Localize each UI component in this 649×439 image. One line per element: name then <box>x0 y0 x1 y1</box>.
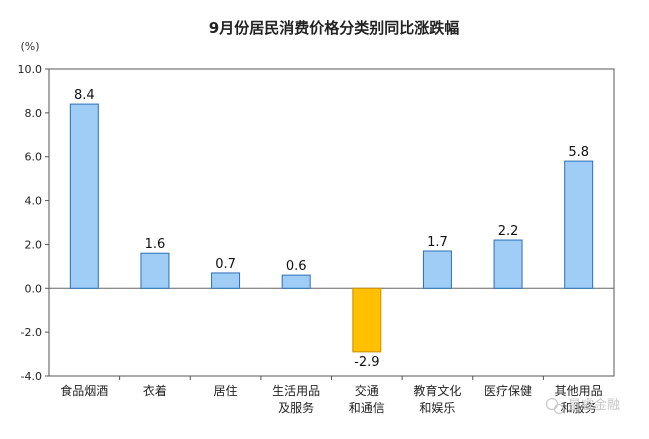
data-label: 5.8 <box>568 145 589 160</box>
data-label: 8.4 <box>74 88 95 103</box>
wechat-icon <box>545 397 565 415</box>
category-label: 生活用品 <box>272 384 320 398</box>
category-label: 交通 <box>355 383 379 398</box>
category-label: 居住 <box>214 384 238 398</box>
bar <box>140 252 170 289</box>
bar <box>281 274 311 289</box>
bar <box>422 250 452 289</box>
y-tick-label: 6.0 <box>25 151 43 164</box>
bar <box>564 160 594 289</box>
category-label: 食品烟酒 <box>60 383 108 398</box>
y-tick-label: -2.0 <box>21 326 42 339</box>
category-label: 和娱乐 <box>419 401 455 415</box>
y-tick-label: 8.0 <box>25 107 43 120</box>
watermark-text: 星睿金融 <box>568 397 620 413</box>
data-labels: 8.4 1.6 0.7 0.6 -2.9 1.7 2.2 5.8 <box>74 88 589 370</box>
category-label: 医疗保健 <box>484 384 532 398</box>
bars <box>69 103 594 353</box>
y-tick-label: -4.0 <box>21 370 42 383</box>
category-label: 教育文化 <box>413 383 461 398</box>
watermark: 星睿金融 <box>545 397 620 415</box>
category-label: 和服务 <box>561 400 597 415</box>
bar <box>352 287 382 353</box>
plot-frame <box>48 68 615 377</box>
unit-label: (%) <box>20 40 39 53</box>
category-label: 及服务 <box>278 400 314 415</box>
y-tick-label: 2.0 <box>25 238 43 251</box>
y-tick-label: 4.0 <box>25 195 43 208</box>
bar <box>69 103 99 289</box>
data-label: 0.6 <box>286 259 307 274</box>
category-label: 其他用品 <box>555 384 603 398</box>
y-tick-label: 10.0 <box>18 63 43 76</box>
bar <box>493 239 523 289</box>
data-label: -2.9 <box>354 355 379 370</box>
y-tick-label: 0.0 <box>25 282 43 295</box>
bar <box>211 272 241 289</box>
category-label: 衣着 <box>143 383 167 398</box>
data-label: 1.7 <box>427 235 448 250</box>
y-axis: 10.0 8.0 6.0 4.0 2.0 0.0 -2.0 -4.0 <box>18 63 49 383</box>
data-label: 1.6 <box>145 237 166 252</box>
chart-title: 9月份居民消费价格分类别同比涨跌幅 <box>209 19 459 37</box>
data-label: 2.2 <box>498 224 519 239</box>
data-label: 0.7 <box>215 257 236 272</box>
category-label: 和通信 <box>349 401 385 415</box>
